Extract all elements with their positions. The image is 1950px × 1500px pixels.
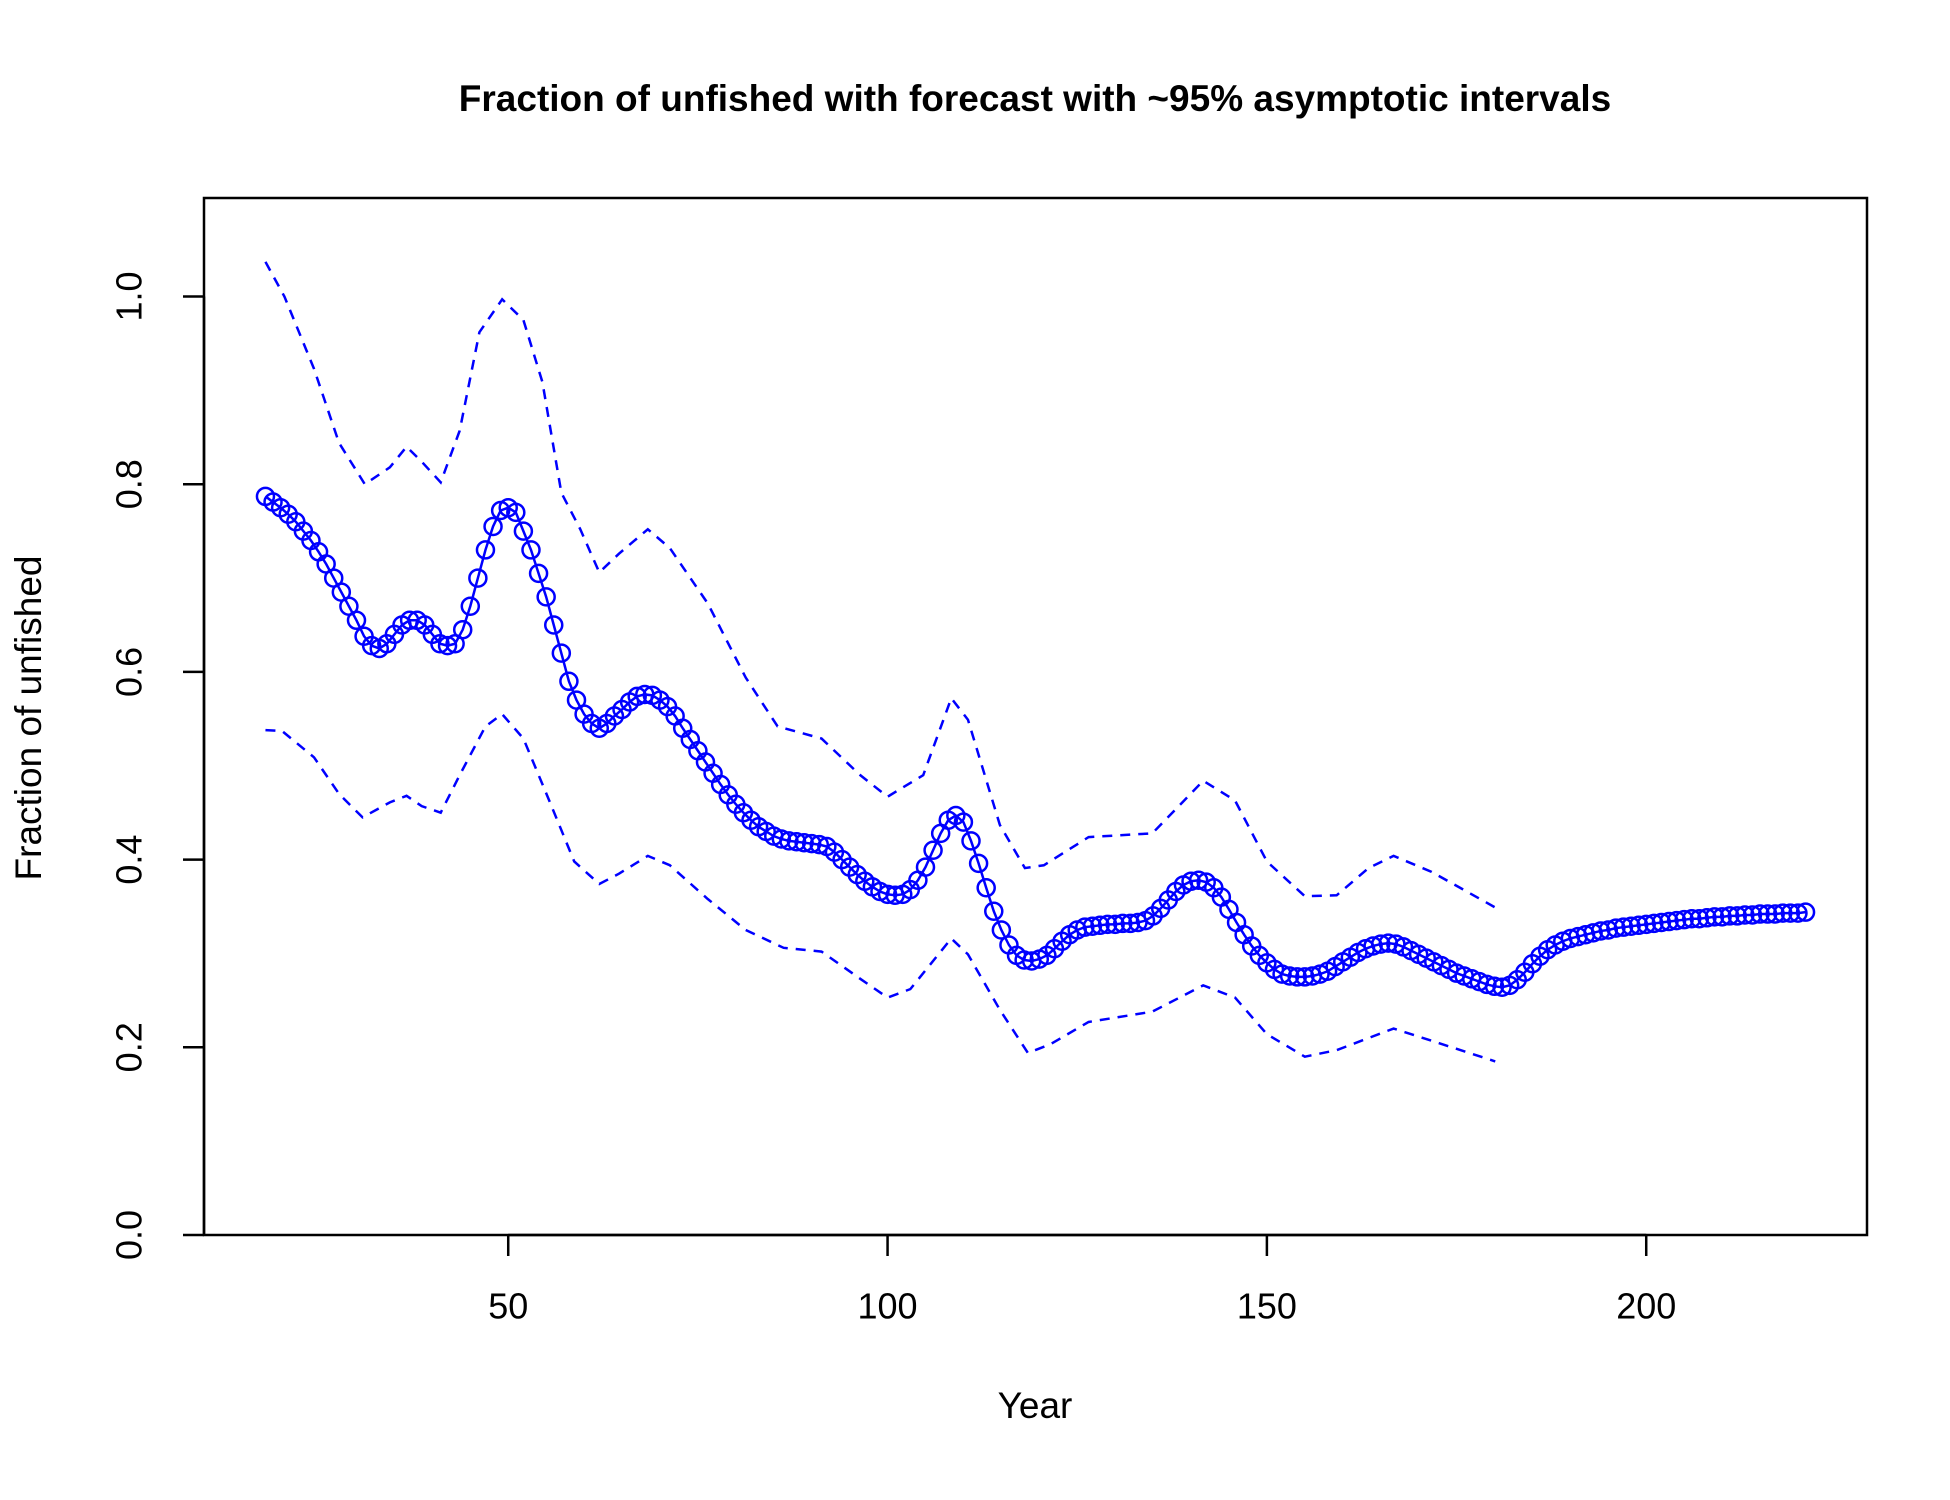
data-point bbox=[559, 671, 579, 692]
data-point bbox=[513, 521, 534, 541]
data-point bbox=[923, 840, 943, 860]
data-point bbox=[809, 834, 830, 855]
chart-title: Fraction of unfished with forecast with … bbox=[459, 78, 1611, 119]
data-point bbox=[1788, 903, 1808, 923]
data-point bbox=[1606, 918, 1626, 938]
data-point bbox=[430, 634, 450, 654]
data-point bbox=[1598, 920, 1619, 940]
x-axis-label: Year bbox=[998, 1385, 1073, 1426]
data-point bbox=[1780, 903, 1801, 923]
plot-frame bbox=[202, 196, 1869, 1237]
data-point bbox=[1287, 967, 1307, 987]
data-point bbox=[1628, 915, 1649, 936]
data-point bbox=[1105, 914, 1125, 935]
data-point bbox=[1188, 870, 1209, 891]
y-tick-label: 1.0 bbox=[109, 272, 150, 322]
data-point bbox=[460, 596, 481, 616]
data-point bbox=[1075, 917, 1095, 937]
data-point bbox=[794, 832, 814, 853]
data-point bbox=[1719, 906, 1740, 926]
data-point bbox=[801, 833, 822, 854]
data-point bbox=[543, 615, 564, 635]
data-point bbox=[771, 829, 792, 849]
data-point bbox=[1681, 908, 1702, 929]
data-point bbox=[521, 540, 541, 560]
x-tick-label: 100 bbox=[858, 1286, 918, 1327]
x-tick-label: 150 bbox=[1237, 1286, 1297, 1327]
data-point bbox=[468, 568, 488, 588]
data-point bbox=[1757, 904, 1778, 924]
x-tick-label: 50 bbox=[488, 1286, 528, 1327]
data-point bbox=[984, 901, 1004, 921]
data-point bbox=[953, 812, 974, 832]
data-point bbox=[1750, 904, 1770, 924]
data-point bbox=[1583, 923, 1603, 943]
data-point bbox=[475, 540, 496, 560]
data-point bbox=[1484, 976, 1505, 997]
data-point bbox=[1704, 907, 1725, 927]
x-tick-label: 200 bbox=[1616, 1286, 1676, 1327]
data-point bbox=[1295, 967, 1315, 987]
data-point bbox=[1014, 950, 1034, 970]
data-point bbox=[1621, 916, 1641, 936]
data-point bbox=[452, 619, 473, 640]
data-point bbox=[779, 831, 799, 851]
data-point bbox=[915, 857, 936, 877]
data-point bbox=[1773, 903, 1793, 923]
data-point bbox=[1279, 966, 1300, 986]
interval-line bbox=[264, 261, 1496, 909]
data-point bbox=[1492, 977, 1512, 997]
data-point bbox=[1727, 906, 1748, 926]
data-point bbox=[1795, 902, 1816, 922]
data-point bbox=[483, 516, 503, 537]
data-point bbox=[991, 920, 1012, 940]
data-point bbox=[1651, 912, 1672, 933]
data-point bbox=[1636, 914, 1656, 935]
data-point bbox=[1742, 905, 1763, 925]
data-point bbox=[1613, 917, 1634, 937]
data-point bbox=[627, 686, 647, 707]
data-point bbox=[346, 610, 367, 631]
data-point bbox=[1666, 910, 1687, 931]
data-point bbox=[506, 502, 526, 523]
data-point bbox=[961, 831, 981, 851]
data-point bbox=[1363, 936, 1383, 956]
data-point bbox=[1112, 913, 1133, 934]
y-tick-label: 0.8 bbox=[109, 459, 150, 509]
y-tick-label: 0.4 bbox=[109, 835, 150, 885]
data-point bbox=[1644, 913, 1664, 934]
data-point bbox=[1697, 908, 1717, 928]
data-point bbox=[1590, 921, 1611, 941]
data-point bbox=[437, 635, 458, 656]
data-point bbox=[1765, 904, 1785, 924]
data-point bbox=[536, 587, 556, 607]
data-point bbox=[976, 878, 996, 898]
data-point bbox=[877, 884, 898, 905]
series-line bbox=[264, 495, 1806, 989]
data-point bbox=[968, 853, 989, 874]
data-point bbox=[528, 563, 549, 584]
data-point bbox=[786, 832, 807, 852]
y-tick-label: 0.0 bbox=[109, 1210, 150, 1260]
data-point bbox=[1181, 871, 1201, 891]
data-point bbox=[1689, 908, 1710, 929]
data-point bbox=[1120, 913, 1141, 934]
data-point bbox=[1082, 916, 1103, 936]
data-point bbox=[1097, 914, 1118, 935]
y-tick-label: 0.6 bbox=[109, 647, 150, 697]
y-axis-label: Fraction of unfished bbox=[8, 556, 49, 881]
data-point bbox=[1090, 915, 1110, 936]
data-point bbox=[551, 643, 572, 663]
data-point bbox=[1712, 907, 1732, 927]
data-point bbox=[1735, 905, 1755, 925]
data-point bbox=[1370, 934, 1391, 954]
data-point bbox=[1674, 909, 1694, 930]
data-point bbox=[1477, 974, 1497, 995]
data-point bbox=[1659, 911, 1679, 932]
y-tick-label: 0.2 bbox=[109, 1022, 150, 1072]
data-point bbox=[1272, 964, 1292, 984]
